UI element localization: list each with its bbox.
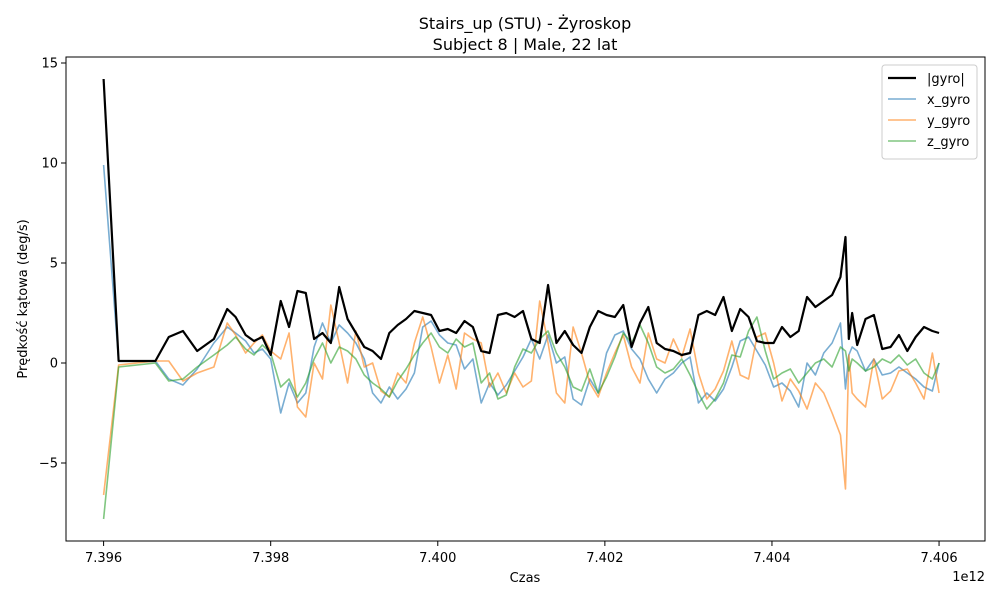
series-layer	[102, 78, 940, 520]
legend-box	[881, 64, 978, 160]
legend-label: y_gyro	[927, 114, 970, 129]
y-tick-label: −5	[39, 457, 58, 472]
x-axis: 7.396 7.398 7.400 7.402 7.404 7.406	[85, 541, 958, 566]
legend: |gyro| x_gyro y_gyro z_gyro	[881, 64, 978, 160]
y-tick-label: 5	[50, 257, 58, 272]
x-tick-label: 7.398	[252, 551, 289, 566]
x-axis-offset-label: 1e12	[952, 570, 985, 585]
x-tick-label: 7.396	[85, 551, 122, 566]
y-axis: −5 0 5 10 15	[39, 57, 66, 472]
plot-area	[66, 57, 985, 541]
x-tick-label: 7.400	[419, 551, 456, 566]
x-tick-label: 7.404	[753, 551, 790, 566]
chart-title: Stairs_up (STU) - Żyroskop	[419, 14, 631, 34]
x-axis-label: Czas	[510, 571, 541, 586]
legend-label: x_gyro	[927, 93, 970, 108]
legend-label: z_gyro	[927, 135, 969, 150]
series-line-y-gyro	[102, 300, 940, 496]
y-tick-label: 0	[50, 357, 58, 372]
plot-frame	[65, 56, 986, 542]
series-line-x-gyro	[102, 164, 940, 414]
y-tick-label: 10	[41, 157, 58, 172]
y-tick-label: 15	[41, 57, 58, 72]
x-tick-label: 7.406	[920, 551, 957, 566]
legend-label: |gyro|	[927, 72, 965, 87]
chart-subtitle: Subject 8 | Male, 22 lat	[433, 35, 618, 54]
series-line-gyro	[102, 78, 940, 363]
y-axis-label: Prędkość kątowa (deg/s)	[16, 219, 31, 378]
series-line-z-gyro	[102, 316, 940, 520]
x-tick-label: 7.402	[586, 551, 623, 566]
